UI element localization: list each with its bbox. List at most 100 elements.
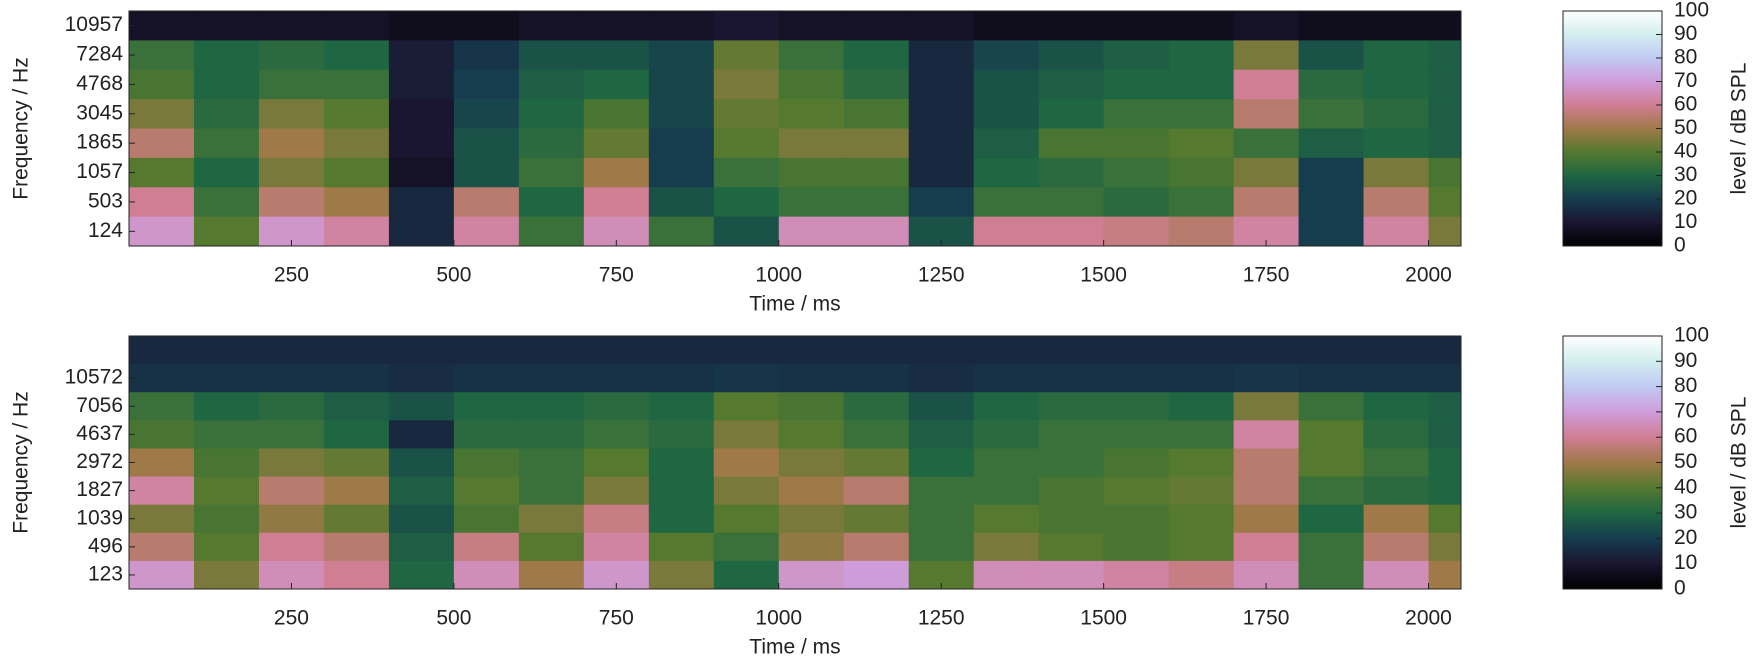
heatmap-cell [453,532,520,562]
heatmap-cell [1298,504,1365,534]
heatmap-cell [1168,157,1235,188]
heatmap-cell [193,99,260,129]
heatmap-cell [193,476,260,506]
heatmap-cell [1428,216,1462,247]
y-tick-label: 496 [88,534,123,557]
colorbar-tick-label: 70 [1674,399,1697,422]
heatmap-cell [843,157,910,188]
heatmap-cell [388,336,455,365]
heatmap-cell [778,336,845,365]
heatmap-cell [1233,364,1300,393]
heatmap-cell [583,420,650,449]
heatmap-cell [778,532,845,562]
heatmap-cell [129,560,195,590]
heatmap-cell [1168,448,1235,478]
y-axis-label: Frequency / Hz [10,391,33,533]
heatmap-cell [1428,187,1462,218]
heatmap-cell [1428,560,1462,590]
heatmap-cell [908,392,975,421]
heatmap-cell [843,11,910,41]
heatmap-cell [323,187,390,218]
y-tick-label: 10572 [65,366,123,389]
heatmap-cell [1168,40,1235,71]
heatmap-cell [713,476,780,506]
heatmap-cell [1038,504,1105,534]
heatmap-cell [1428,69,1462,100]
heatmap-cell [1168,392,1235,421]
heatmap-cell [518,69,585,100]
heatmap-cell [1168,504,1235,534]
heatmap-cell [1038,128,1105,159]
colorbar-tick-label: 100 [1674,324,1709,347]
heatmap-cell [1298,216,1365,247]
heatmap-cell [1103,392,1170,421]
heatmap-cell [1168,128,1235,159]
heatmap-cell [193,11,260,41]
heatmap-cell [908,11,975,41]
heatmap-cell [193,420,260,449]
heatmap-cell [1428,336,1462,365]
heatmap-cell [129,216,195,247]
heatmap-cell [778,11,845,41]
heatmap-cell [713,420,780,449]
heatmap-cell [129,187,195,218]
heatmap-cell [1298,157,1365,188]
heatmap-cell [973,216,1040,247]
heatmap-cell [908,99,975,129]
heatmap-cell [973,560,1040,590]
heatmap-cell [713,69,780,100]
heatmap-cell [1103,69,1170,100]
heatmap-cell [518,11,585,41]
heatmap-cell [1103,560,1170,590]
heatmap-cell [388,11,455,41]
heatmap-cell [1428,40,1462,71]
heatmap-cell [129,128,195,159]
heatmap-cell [908,157,975,188]
heatmap-cell [453,40,520,71]
heatmap-cell [1428,392,1462,421]
heatmap-cell [713,364,780,393]
heatmap-cell [713,448,780,478]
heatmap-cell [453,560,520,590]
heatmap-cell [648,532,715,562]
heatmap-cell [323,448,390,478]
y-tick-label: 3045 [76,101,123,124]
heatmap-cell [129,504,195,534]
heatmap-cell [1168,364,1235,393]
heatmap-cell [1103,11,1170,41]
x-tick-label: 250 [274,607,309,630]
heatmap-cell [1363,560,1430,590]
heatmap-cell [1038,40,1105,71]
heatmap-cell [1233,532,1300,562]
heatmap-cell [1363,128,1430,159]
heatmap-cell [583,128,650,159]
heatmap-cell [388,157,455,188]
heatmap-cell [518,448,585,478]
heatmap-cell [453,69,520,100]
heatmap-cell [453,99,520,129]
colorbar-label: level / dB SPL [1728,63,1751,195]
heatmap-cell [388,504,455,534]
heatmap-cell [1168,216,1235,247]
colorbar-tick-label: 40 [1674,140,1697,163]
heatmap-cell [908,448,975,478]
colorbar-tick-label: 80 [1674,46,1697,69]
heatmap-cell [258,448,325,478]
heatmap-cell [908,504,975,534]
heatmap-cell [1038,476,1105,506]
heatmap-cell [193,448,260,478]
heatmap-cell [1233,336,1300,365]
heatmap-cell [648,128,715,159]
heatmap-cell [1363,11,1430,41]
heatmap-cell [583,504,650,534]
heatmap-cell [778,448,845,478]
heatmap-cell [1363,448,1430,478]
heatmap-cell [1363,69,1430,100]
heatmap-cell [1038,532,1105,562]
x-tick-label: 1750 [1243,607,1290,630]
heatmap-cell [843,364,910,393]
heatmap-cell [1298,128,1365,159]
heatmap-cell [583,99,650,129]
heatmap-cell [1298,336,1365,365]
